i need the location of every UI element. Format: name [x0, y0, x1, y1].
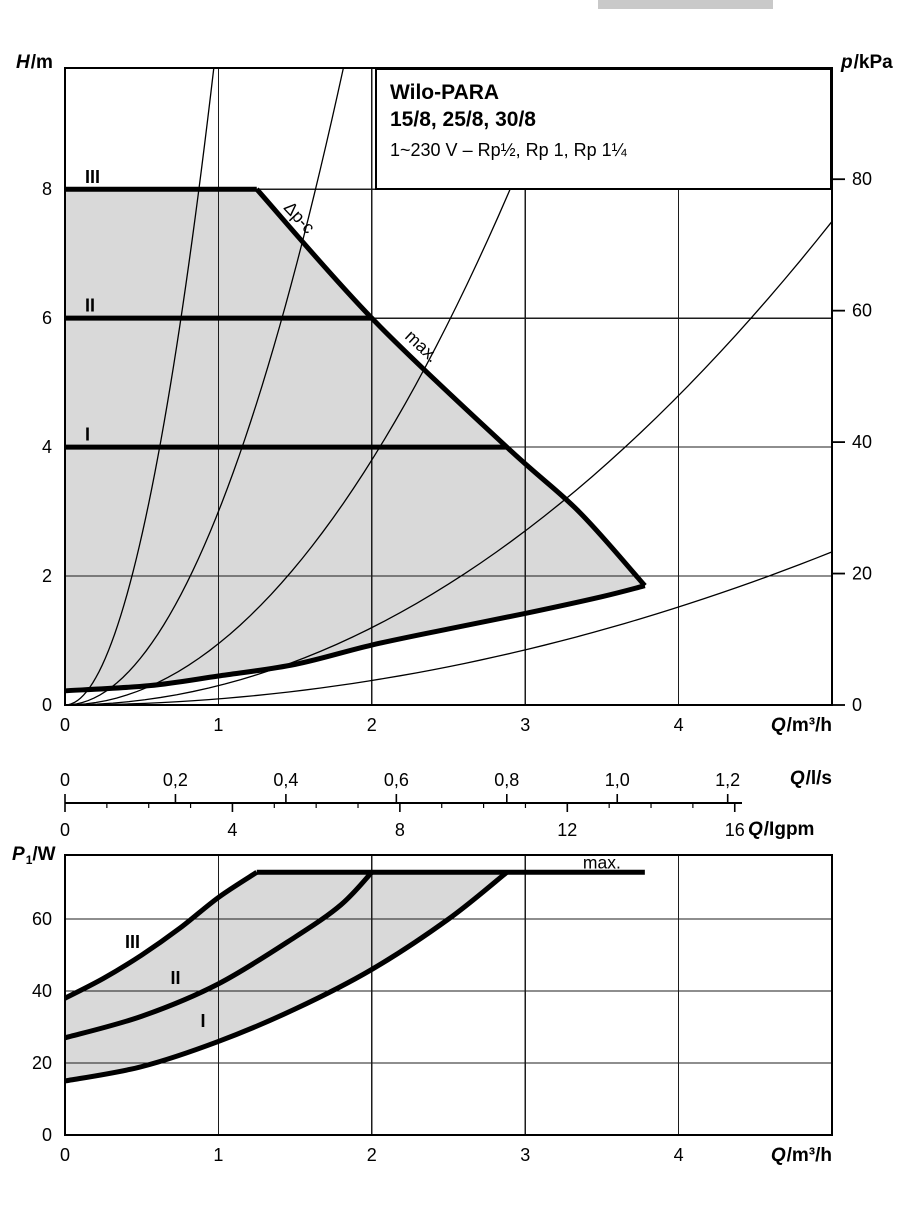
product-name: Wilo-PARA — [390, 81, 500, 104]
igpm-tick-label: 12 — [557, 820, 577, 840]
igpm-scale-label: Q/Igpm — [748, 820, 814, 839]
head-y-tick-label: 8 — [42, 179, 52, 199]
igpm-tick-label: 4 — [227, 820, 237, 840]
igpm-symbol: Q — [748, 819, 763, 840]
ls-tick-label: 0,6 — [384, 770, 409, 790]
system-curve — [64, 551, 833, 706]
head-x-tick-label: 4 — [674, 715, 684, 735]
head-x-tick-label: 0 — [60, 715, 70, 735]
ls-tick-label: 1,0 — [605, 770, 630, 790]
igpm-unit: /Igpm — [763, 819, 815, 840]
ls-tick-label: 0,8 — [494, 770, 519, 790]
power-curve-III — [63, 870, 259, 1001]
power-y-tick-label: 60 — [32, 909, 52, 929]
power-x-tick-label: 1 — [213, 1145, 223, 1165]
power-envelope — [65, 872, 507, 1082]
power-x-tick-label: 4 — [674, 1145, 684, 1165]
ls-tick-label: 0 — [60, 770, 70, 790]
flow-unit-scales: 0 0,2 0,4 0,6 0,8 1,0 1,2 0 4 8 12 16 — [60, 770, 745, 840]
power-label-II: II — [170, 968, 180, 988]
power-y-tick-label: 40 — [32, 981, 52, 1001]
power-x-symbol: Q — [770, 1145, 786, 1166]
ls-unit: /l/s — [805, 768, 832, 789]
head-y-unit: /m — [30, 52, 53, 73]
operating-envelope — [65, 189, 645, 691]
head-y-symbol: H — [16, 52, 30, 73]
pressure-tick-label: 20 — [852, 564, 872, 584]
system-curves — [64, 67, 833, 706]
head-y-tick-label: 0 — [42, 695, 52, 715]
power-x-tick-label: 0 — [60, 1145, 70, 1165]
igpm-tick-label: 0 — [60, 820, 70, 840]
head-y-tick-label: 6 — [42, 308, 52, 328]
power-x-tick-label: 2 — [367, 1145, 377, 1165]
pressure-tick-label: 0 — [852, 695, 862, 715]
scan-artifact — [598, 0, 773, 9]
power-x-unit: /m³/h — [786, 1145, 832, 1166]
pressure-tick-label: 40 — [852, 432, 872, 452]
speed-label-II: II — [85, 296, 95, 316]
igpm-tick-label: 8 — [395, 820, 405, 840]
product-specs: 1~230 V – Rp½, Rp 1, Rp 1¼ — [390, 140, 627, 160]
pressure-tick-label: 80 — [852, 169, 872, 189]
power-label-III: III — [125, 932, 140, 952]
power-frame — [64, 854, 833, 1136]
head-x-tick-label: 3 — [520, 715, 530, 735]
igpm-tick-label: 16 — [725, 820, 745, 840]
head-y-tick-label: 2 — [42, 566, 52, 586]
power-label-I: I — [201, 1011, 206, 1031]
head-y-axis-label: H/m — [16, 53, 53, 72]
litres-per-second-scale-label: Q/l/s — [790, 769, 832, 788]
power-y-subscript: 1 — [25, 853, 33, 867]
power-y-unit: /W — [32, 844, 56, 865]
head-x-symbol: Q — [770, 715, 786, 736]
speed-label-I: I — [85, 425, 90, 445]
power-thick-curves — [63, 869, 645, 1084]
power-x-tick-label: 3 — [520, 1145, 530, 1165]
head-y-tick-label: 4 — [42, 437, 52, 457]
power-curve-I — [64, 870, 509, 1084]
power-label-max.: max. — [583, 853, 621, 873]
ls-tick-label: 0,2 — [163, 770, 188, 790]
head-x-tick-label: 1 — [213, 715, 223, 735]
head-x-unit: /m³/h — [786, 715, 832, 736]
ls-tick-label: 0,4 — [273, 770, 298, 790]
system-curve — [64, 221, 833, 706]
ls-symbol: Q — [789, 768, 805, 789]
power-y-axis-label: P1/W — [12, 844, 56, 867]
product-models: 15/8, 25/8, 30/8 — [390, 108, 536, 131]
pressure-y-unit: /kPa — [853, 52, 893, 73]
min-curve — [64, 583, 646, 694]
power-y-tick-label: 20 — [32, 1053, 52, 1073]
pressure-tick-label: 60 — [852, 301, 872, 321]
ls-tick-label: 1,2 — [715, 770, 740, 790]
pressure-y-axis-label: p/kPa — [841, 53, 893, 72]
power-curve-II — [64, 870, 374, 1041]
power-x-axis-label: Q/m³/h — [771, 1146, 832, 1165]
power-y-symbol: P — [12, 844, 25, 865]
power-y-tick-label: 0 — [42, 1125, 52, 1145]
title-box: Wilo-PARA 15/8, 25/8, 30/8 1~230 V – Rp½… — [375, 68, 832, 190]
head-thick-curves — [64, 186, 647, 694]
pressure-y-symbol: p — [841, 52, 853, 73]
head-x-axis-label: Q/m³/h — [771, 716, 832, 735]
max-curve — [254, 187, 647, 588]
head-x-tick-label: 2 — [367, 715, 377, 735]
speed-label-III: III — [85, 167, 100, 187]
